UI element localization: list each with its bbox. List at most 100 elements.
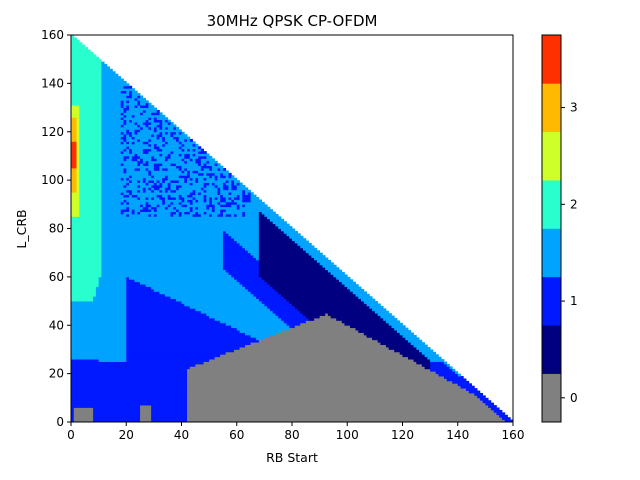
- heatmap-cell: [71, 66, 102, 70]
- heatmap-cell: [178, 201, 182, 205]
- heatmap-cell: [140, 129, 155, 133]
- heatmap-cell: [438, 373, 459, 377]
- heatmap-cell: [363, 332, 401, 336]
- heatmap-cell: [71, 291, 97, 295]
- heatmap-cell: [101, 100, 122, 104]
- heatmap-cell: [189, 366, 425, 370]
- heatmap-cell: [101, 66, 111, 70]
- heatmap-cell: [126, 276, 130, 280]
- heatmap-cell: [173, 201, 180, 205]
- heatmap-cell: [151, 172, 188, 176]
- heatmap-cell: [195, 308, 271, 312]
- heatmap-cell: [148, 126, 152, 130]
- heatmap-cell: [211, 209, 216, 212]
- heatmap-cell: [231, 204, 238, 208]
- heatmap-cell: [131, 194, 138, 198]
- heatmap-cell: [443, 376, 464, 379]
- heatmap-cell: [289, 327, 356, 331]
- heatmap-cell: [71, 160, 77, 164]
- heatmap-cell: [206, 197, 210, 200]
- heatmap-cell: [181, 213, 193, 217]
- heatmap-cell: [142, 126, 149, 130]
- heatmap-cell: [175, 209, 180, 212]
- heatmap-cell: [159, 153, 163, 157]
- heatmap-cell: [214, 206, 238, 210]
- heatmap-cell: [239, 194, 243, 198]
- heatmap-cell: [123, 119, 127, 123]
- heatmap-cell: [222, 255, 254, 258]
- heatmap-cell: [217, 192, 221, 196]
- heatmap-cell: [187, 412, 497, 416]
- heatmap-cell: [71, 298, 94, 302]
- heatmap-cell: [71, 68, 102, 72]
- heatmap-cell: [413, 344, 428, 348]
- heatmap-cell: [189, 153, 193, 157]
- heatmap-cell: [137, 163, 141, 167]
- heatmap-cell: [195, 160, 202, 164]
- heatmap-cell: [156, 213, 171, 217]
- heatmap-cell: [140, 102, 146, 106]
- heatmap-cell: [225, 180, 229, 183]
- heatmap-cell: [137, 184, 141, 188]
- heatmap-cell: [140, 412, 152, 416]
- heatmap-cell: [71, 349, 127, 353]
- heatmap-cell: [253, 293, 282, 297]
- heatmap-cell: [71, 395, 188, 399]
- heatmap-cell: [142, 204, 146, 208]
- heatmap-cell: [159, 131, 163, 135]
- heatmap-cell: [73, 412, 94, 416]
- heatmap-cell: [225, 351, 401, 355]
- heatmap-cell: [214, 163, 218, 167]
- heatmap-cell: [71, 332, 127, 336]
- heatmap-cell: [399, 332, 414, 336]
- heatmap-cell: [258, 274, 334, 278]
- heatmap-cell: [76, 117, 80, 121]
- heatmap-cell: [71, 64, 102, 67]
- heatmap-cell: [79, 131, 102, 135]
- heatmap-cell: [482, 400, 492, 404]
- heatmap-cell: [233, 238, 260, 241]
- heatmap-cell: [153, 129, 158, 133]
- heatmap-cell: [145, 204, 152, 208]
- heatmap-cell: [170, 187, 177, 191]
- heatmap-cell: [485, 402, 495, 406]
- heatmap-cell: [258, 245, 301, 249]
- heatmap-cell: [214, 182, 224, 186]
- heatmap-cell: [250, 334, 271, 338]
- heatmap-cell: [101, 88, 135, 92]
- heatmap-cell: [167, 158, 182, 162]
- heatmap-cell: [101, 199, 124, 203]
- heatmap-cell: [76, 165, 80, 169]
- heatmap-cell: [101, 141, 122, 145]
- heatmap-cell: [258, 272, 332, 275]
- heatmap-cell: [300, 310, 376, 314]
- heatmap-cell: [173, 213, 180, 217]
- heatmap-cell: [198, 163, 202, 167]
- heatmap-cell: [211, 168, 218, 171]
- heatmap-cell: [214, 209, 221, 212]
- heatmap-cell: [151, 409, 188, 413]
- heatmap-cell: [126, 313, 207, 316]
- heatmap-cell: [126, 146, 130, 150]
- heatmap-cell: [126, 284, 146, 287]
- heatmap-cell: [211, 165, 224, 169]
- heatmap-cell: [222, 168, 227, 171]
- heatmap-cell: [126, 308, 196, 312]
- heatmap-cell: [187, 400, 484, 404]
- heatmap-cell: [258, 267, 326, 271]
- heatmap-cell: [289, 325, 296, 329]
- heatmap-cell: [245, 189, 251, 193]
- heatmap-cell: [170, 213, 174, 217]
- heatmap-cell: [468, 390, 481, 394]
- heatmap-cell: [140, 158, 144, 162]
- heatmap-cell: [222, 235, 232, 239]
- heatmap-cell: [126, 334, 251, 338]
- heatmap-cell: [123, 168, 127, 171]
- heatmap-cell: [247, 288, 276, 292]
- heatmap-cell: [164, 293, 254, 297]
- heatmap-cell: [71, 310, 127, 314]
- heatmap-cell: [134, 279, 238, 283]
- heatmap-cell: [151, 414, 188, 418]
- heatmap-cell: [120, 211, 124, 215]
- heatmap-cell: [79, 209, 102, 212]
